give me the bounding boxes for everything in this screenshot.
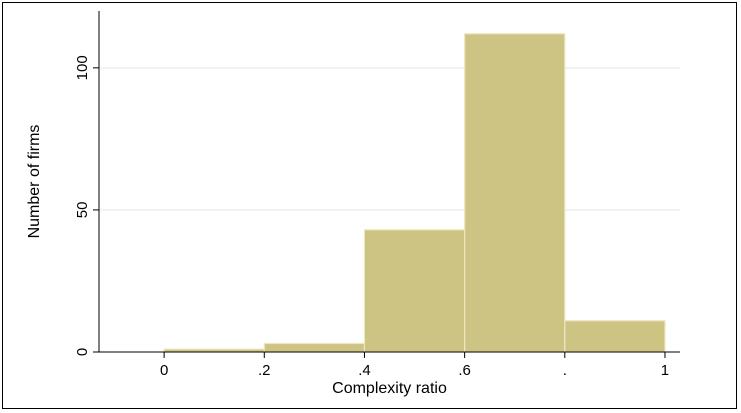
y-tick-label-50: 50 <box>74 202 91 219</box>
x-tick-label-4: . <box>563 362 567 379</box>
bars <box>163 33 666 353</box>
y-tick-label-100: 100 <box>74 55 91 80</box>
x-tick-label-5: 1 <box>661 362 669 379</box>
labels: 0 50 100 0 .2 .4 .6. 1 <box>74 55 669 379</box>
x-tick-label-2: .4 <box>358 362 371 379</box>
histogram-chart: 0 50 100 0 .2 .4 .6. 1 Complexity ratio Number … <box>26 11 680 397</box>
y-tick-label-0: 0 <box>74 348 91 356</box>
chart-frame: 0 50 100 0 .2 .4 .6. 1 Complexity ratio Number … <box>2 2 737 409</box>
x-tick-label-1: .2 <box>258 362 271 379</box>
gridlines <box>99 67 680 211</box>
bar-1 <box>263 342 366 353</box>
bar-2 <box>363 229 466 353</box>
x-axis-title: Complexity ratio <box>332 380 447 397</box>
y-axis-title: Number of firms <box>26 125 43 239</box>
bar-4 <box>564 320 666 353</box>
axes <box>93 11 680 358</box>
x-tick-label-3: .6 <box>458 362 471 379</box>
bar-3 <box>464 33 566 353</box>
x-tick-label-0: 0 <box>160 362 168 379</box>
